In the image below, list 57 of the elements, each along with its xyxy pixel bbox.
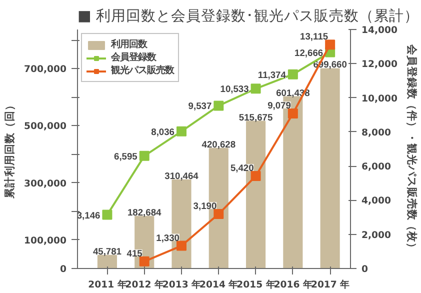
data-label: 10,533 bbox=[220, 84, 249, 94]
data-label: 6,595 bbox=[114, 151, 138, 162]
x-tick-label: 2015 年 bbox=[236, 280, 275, 290]
data-label: 12,666 bbox=[294, 48, 324, 58]
point bbox=[250, 84, 261, 94]
data-label: 9,079 bbox=[268, 100, 291, 111]
y2-tick-label: 2,000 bbox=[362, 230, 392, 241]
y2-tick-label: 4,000 bbox=[362, 196, 392, 207]
y-tick-label: 100,000 bbox=[24, 235, 68, 246]
point bbox=[139, 150, 150, 161]
data-label: 420,628 bbox=[202, 139, 236, 150]
data-label: 515,675 bbox=[238, 112, 273, 122]
point bbox=[176, 240, 186, 251]
y2-tick-label: 6,000 bbox=[362, 162, 392, 173]
data-label: 45,781 bbox=[92, 246, 122, 256]
data-label: 9,537 bbox=[188, 101, 212, 112]
y2-tick-label: 0 bbox=[362, 264, 368, 275]
point bbox=[250, 170, 261, 181]
y2-axis-title: 会員登録数（件）・観光パス販売数（枚） bbox=[405, 44, 418, 254]
x-tick-label: 2012 年 bbox=[125, 280, 164, 290]
y2-tick-label: 14,000 bbox=[362, 25, 398, 36]
data-label: 5,420 bbox=[230, 162, 254, 173]
x-tick-label: 2017 年 bbox=[310, 280, 350, 290]
data-label: 3,190 bbox=[193, 201, 217, 212]
y-tick-label: 700,000 bbox=[24, 64, 68, 76]
data-label: 1,330 bbox=[156, 232, 180, 243]
y2-tick-label: 10,000 bbox=[362, 93, 398, 104]
data-label: 310,464 bbox=[164, 170, 200, 181]
y-axis-title: 累計利用回数（回） bbox=[3, 100, 16, 200]
point bbox=[214, 100, 224, 111]
bar bbox=[97, 254, 117, 268]
data-label: 182,684 bbox=[128, 207, 162, 218]
point bbox=[288, 69, 298, 80]
data-label: 415 bbox=[126, 248, 142, 258]
y-tick-label: 300,000 bbox=[24, 178, 68, 190]
x-tick-label: 2016 年 bbox=[274, 280, 312, 290]
legend-label: 観光パス販売数 bbox=[111, 64, 174, 77]
x-tick-label: 2013 年 bbox=[162, 280, 201, 290]
legend-label: 会員登録数 bbox=[111, 51, 156, 64]
x-tick-label: 2011 年 bbox=[88, 280, 126, 290]
point bbox=[176, 126, 186, 136]
y2-tick-label: 12,000 bbox=[362, 59, 398, 70]
point bbox=[325, 40, 336, 50]
legend-label: 利用回数 bbox=[111, 38, 147, 51]
bar bbox=[320, 68, 340, 268]
point bbox=[139, 256, 150, 266]
y-tick-label: 0 bbox=[60, 264, 68, 275]
x-tick-label: 2014 年 bbox=[200, 280, 238, 290]
data-label: 8,036 bbox=[151, 126, 174, 137]
data-label: 13,115 bbox=[300, 32, 328, 42]
y-tick-label: 500,000 bbox=[24, 121, 68, 132]
y2-tick-label: 8,000 bbox=[362, 127, 392, 138]
point bbox=[102, 210, 112, 220]
point bbox=[214, 209, 224, 220]
data-label: 11,374 bbox=[258, 70, 287, 80]
point bbox=[288, 108, 298, 119]
chart-title: ■ 利用回数と会員登録数･観光パス販売数（累計） bbox=[78, 8, 420, 24]
